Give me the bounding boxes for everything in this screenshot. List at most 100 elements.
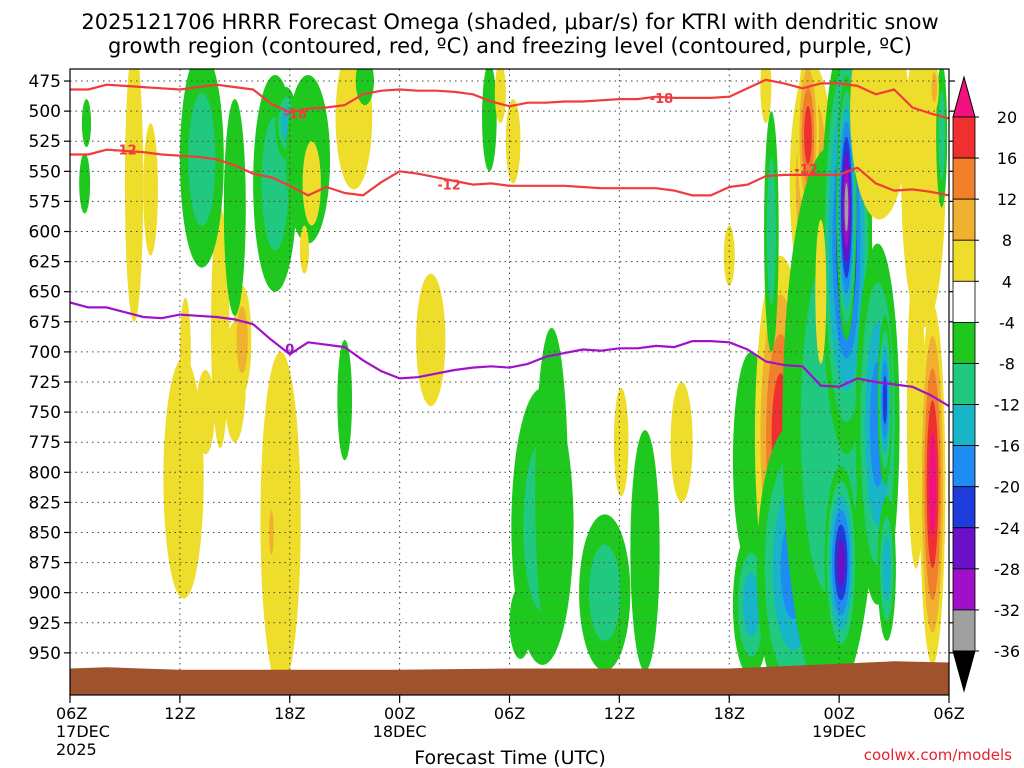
- y-tick-label-675: 675: [29, 313, 61, 333]
- x-tick-label-6: 18Z: [714, 704, 745, 723]
- x-tick-date-0: 17DEC: [56, 722, 110, 741]
- x-tick-label-3: 00Z: [384, 704, 415, 723]
- colorbar-box-7: [952, 404, 976, 447]
- colorbar-label-11: -28: [994, 560, 1020, 579]
- x-tick-label-5: 12Z: [604, 704, 635, 723]
- colorbar-label-12: -32: [994, 601, 1020, 620]
- omega-blob-36-level-2: [743, 572, 760, 637]
- omega-blob-46-level-7: [844, 182, 849, 233]
- colorbar-label-2: 12: [997, 190, 1017, 209]
- omega-blob-12-level-0: [223, 99, 246, 316]
- contour-label-1: -12: [113, 144, 137, 159]
- omega-blob-57-level-1: [931, 72, 938, 102]
- colorbar-box-6: [952, 363, 976, 405]
- colorbar: 20 16 12 8 4 -4 -8 -12 -16 -20 -24 -28 -32 -36: [952, 75, 1020, 693]
- y-tick-label-725: 725: [29, 373, 61, 393]
- y-tick-label-650: 650: [29, 283, 61, 303]
- omega-blob-17-level-1: [269, 510, 274, 555]
- y-tick-label-900: 900: [29, 584, 61, 604]
- colorbar-box-5: [952, 321, 976, 364]
- contour-label-12: -12: [437, 179, 461, 194]
- omega-blob-43-level-3: [804, 105, 812, 165]
- colorbar-top-arrow: [952, 75, 976, 118]
- y-tick-label-800: 800: [29, 463, 61, 483]
- y-tick-label-700: 700: [29, 343, 61, 363]
- omega-blob-6-level-0: [196, 369, 215, 455]
- y-tick-label-825: 825: [29, 493, 61, 513]
- y-tick-label-575: 575: [29, 192, 61, 212]
- x-tick-label-8: 06Z: [933, 704, 964, 723]
- omega-blob-11-level-1: [188, 92, 216, 226]
- omega-blob-55-level-4: [928, 432, 937, 536]
- colorbar-box-2: [952, 198, 976, 241]
- contour-label-0: -18: [283, 108, 307, 123]
- chart-title-line2: growth region (contoured, red, ºC) and f…: [108, 34, 912, 58]
- y-tick-label-875: 875: [29, 554, 61, 574]
- colorbar-label-13: -36: [994, 642, 1020, 661]
- omega-blob-28-level-0: [535, 327, 569, 653]
- colorbar-box-3: [952, 239, 976, 282]
- x-tick-label-0: 06Z: [56, 704, 87, 723]
- omega-blob-25-level-0: [494, 69, 506, 124]
- colorbar-box-12: [952, 609, 976, 652]
- colorbar-label-3: 8: [1002, 231, 1012, 250]
- chart-title-line1: 2025121706 HRRR Forecast Omega (shaded, …: [81, 10, 938, 34]
- omega-blob-23-level-0: [416, 273, 446, 407]
- x-tick-date-7: 19DEC: [812, 722, 866, 741]
- omega-blob-34-level-0: [723, 225, 735, 286]
- y-tick-label-950: 950: [29, 644, 61, 664]
- omega-blob-26-level-0: [505, 99, 521, 184]
- x-tick-label-2: 18Z: [274, 704, 305, 723]
- colorbar-box-11: [952, 568, 976, 611]
- omega-blob-0-level-0: [79, 153, 91, 214]
- omega-blob-52-level-0: [850, 69, 909, 220]
- omega-blob-31-level-0: [630, 430, 660, 671]
- omega-blob-1-level-0: [81, 99, 92, 148]
- omega-blob-3-level-0: [143, 123, 158, 256]
- terrain-fill: [70, 661, 949, 695]
- omega-blob-56-level-1: [938, 90, 946, 180]
- colorbar-bottom-arrow: [952, 650, 976, 693]
- x-axis-label: Forecast Time (UTC): [414, 747, 605, 768]
- contour-line-1: [70, 148, 949, 197]
- y-tick-label-550: 550: [29, 162, 61, 182]
- terrain: [70, 661, 949, 695]
- omega-blob-24-level-0: [482, 69, 497, 172]
- omega-blob-16-level-0: [260, 351, 301, 689]
- contour-label-13: -12: [794, 163, 818, 178]
- y-tick-label-500: 500: [29, 102, 61, 122]
- y-tick-label-850: 850: [29, 523, 61, 543]
- colorbar-box-9: [952, 486, 976, 529]
- colorbar-box-1: [952, 157, 976, 200]
- colorbar-label-1: 16: [997, 149, 1017, 168]
- colorbar-label-4: 4: [1002, 272, 1012, 291]
- omega-shading: [79, 69, 948, 695]
- x-tick-label-7: 00Z: [823, 704, 854, 723]
- omega-blob-47-level-0: [815, 219, 827, 364]
- contour-line-2: [70, 301, 949, 408]
- omega-blob-9-level-1: [236, 306, 248, 374]
- y-tick-label-525: 525: [29, 132, 61, 152]
- omega-blob-21-level-0: [299, 225, 309, 274]
- omega-blob-51-level-2: [882, 536, 891, 601]
- colorbar-label-0: 20: [997, 108, 1017, 127]
- omega-blob-50-level-4: [882, 375, 887, 425]
- x-tick-label-1: 12Z: [164, 704, 195, 723]
- omega-blob-2-level-0: [124, 69, 144, 322]
- contour-line-0: [70, 78, 949, 120]
- contour-label-02: -18: [650, 92, 674, 107]
- colorbar-box-10: [952, 527, 976, 570]
- colorbar-box-8: [952, 445, 976, 488]
- colorbar-label-5: -4: [999, 313, 1015, 332]
- grid-lines: [70, 69, 949, 695]
- x-tick-date-3: 18DEC: [373, 722, 427, 741]
- y-tick-label-750: 750: [29, 403, 61, 423]
- temperature-contours: -18 -18 -12 -12 -12 0: [70, 78, 949, 408]
- omega-blob-22-level-0: [337, 339, 353, 461]
- y-axis-ticks: 475 500 525 550 575 600 625 650 675 700 725 750 775 8…: [29, 72, 955, 664]
- colorbar-label-6: -8: [999, 354, 1015, 373]
- colorbar-box-4: [952, 280, 976, 323]
- y-tick-label-600: 600: [29, 223, 61, 243]
